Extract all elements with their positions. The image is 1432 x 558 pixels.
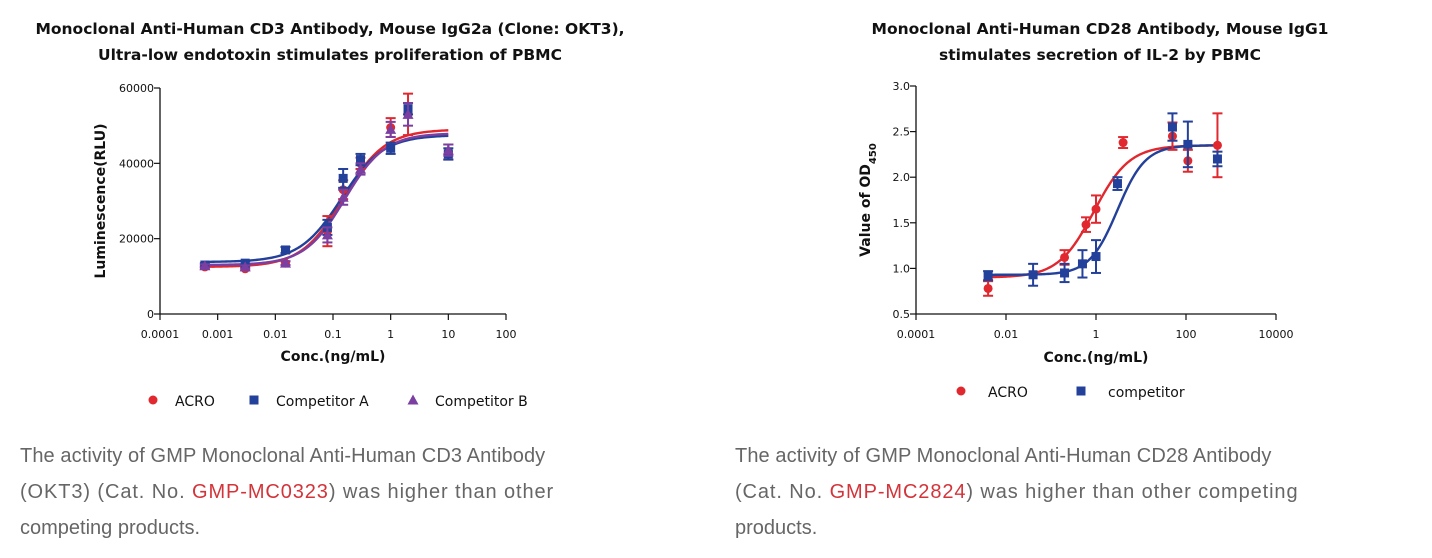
caption-cd3-line2a: (OKT3) (Cat. No. bbox=[20, 481, 192, 503]
y-axis-title: Luminescence(RLU) bbox=[93, 124, 109, 279]
data-point-acro bbox=[1091, 204, 1101, 214]
y-tick-label: 1.5 bbox=[893, 217, 911, 230]
x-tick-label: 1 bbox=[387, 328, 394, 341]
data-point-competitor bbox=[1167, 122, 1177, 132]
caption-cd28: The activity of GMP Monoclonal Anti-Huma… bbox=[735, 438, 1395, 546]
chart-title-line: Monoclonal Anti-Human CD3 Antibody, Mous… bbox=[35, 20, 624, 38]
data-point-competitor-a bbox=[386, 143, 396, 153]
x-tick-label: 0.01 bbox=[994, 328, 1019, 341]
data-point-competitor-b bbox=[355, 163, 367, 174]
y-tick-label: 20000 bbox=[119, 233, 154, 246]
chart-panel-cd28: Monoclonal Anti-Human CD28 Antibody, Mou… bbox=[716, 0, 1432, 558]
x-tick-label: 100 bbox=[496, 328, 517, 341]
y-axis-title: Value of OD450 bbox=[858, 143, 879, 257]
data-point-acro bbox=[1118, 138, 1128, 148]
x-tick-label: 0.0001 bbox=[897, 328, 936, 341]
legend-label-competitor-a: Competitor A bbox=[276, 394, 369, 410]
data-point-competitor bbox=[1183, 139, 1193, 149]
data-point-acro bbox=[983, 283, 993, 293]
legend-label-acro: ACRO bbox=[988, 385, 1028, 401]
data-point-competitor bbox=[1060, 268, 1070, 278]
legend-marker-acro bbox=[956, 386, 966, 396]
data-point-competitor-a bbox=[280, 245, 290, 255]
legend-marker-acro bbox=[148, 395, 158, 405]
data-point-competitor bbox=[1212, 154, 1222, 164]
data-point-competitor bbox=[983, 271, 993, 281]
legend-marker-competitor-a bbox=[249, 395, 259, 405]
fit-curve-competitor bbox=[988, 144, 1218, 276]
data-point-competitor-b bbox=[337, 191, 349, 202]
x-tick-label: 10 bbox=[441, 328, 455, 341]
caption-cd3-line2b: ) was higher than other bbox=[328, 481, 555, 503]
data-point-acro bbox=[1212, 140, 1222, 150]
y-tick-label: 0.5 bbox=[893, 308, 911, 321]
caption-cd28-line2b: ) was higher than other competing bbox=[966, 481, 1299, 503]
y-tick-label: 1.0 bbox=[893, 262, 911, 275]
y-tick-label: 2.0 bbox=[893, 171, 911, 184]
chart-cd3: Monoclonal Anti-Human CD3 Antibody, Mous… bbox=[35, 20, 624, 410]
data-point-competitor-a bbox=[356, 155, 366, 165]
data-point-competitor-b bbox=[402, 108, 414, 119]
data-point-competitor-b bbox=[442, 144, 454, 155]
legend-marker-competitor-b bbox=[407, 394, 419, 405]
x-axis-title: Conc.(ng/mL) bbox=[281, 349, 386, 365]
data-point-acro bbox=[1081, 220, 1091, 230]
data-point-competitor bbox=[1077, 259, 1087, 269]
data-point-competitor bbox=[1091, 252, 1101, 262]
catalog-link-gmp-mc2824[interactable]: GMP-MC2824 bbox=[829, 481, 967, 503]
x-tick-label: 1 bbox=[1093, 328, 1100, 341]
y-axis-title-subscript: 450 bbox=[868, 143, 879, 164]
caption-cd28-line3: products. bbox=[735, 517, 818, 539]
data-point-competitor bbox=[1112, 179, 1122, 189]
y-tick-label: 3.0 bbox=[893, 80, 911, 93]
y-tick-label: 2.5 bbox=[893, 126, 911, 139]
y-tick-label: 40000 bbox=[119, 157, 154, 170]
data-point-competitor-a bbox=[338, 173, 348, 183]
legend-label-competitor-b: Competitor B bbox=[435, 394, 528, 410]
data-point-competitor-b bbox=[321, 229, 333, 240]
caption-cd3: The activity of GMP Monoclonal Anti-Huma… bbox=[20, 438, 670, 546]
fit-curve-acro bbox=[988, 144, 1218, 279]
x-tick-label: 0.0001 bbox=[141, 328, 180, 341]
chart-cd28: Monoclonal Anti-Human CD28 Antibody, Mou… bbox=[858, 20, 1329, 401]
legend-label-competitor: competitor bbox=[1108, 385, 1185, 401]
chart-panel-cd3: Monoclonal Anti-Human CD3 Antibody, Mous… bbox=[20, 20, 670, 546]
legend-label-acro: ACRO bbox=[175, 394, 215, 410]
x-tick-label: 0.1 bbox=[324, 328, 342, 341]
legend-marker-competitor bbox=[1076, 386, 1086, 396]
data-point-competitor bbox=[1028, 270, 1038, 280]
x-tick-label: 10000 bbox=[1259, 328, 1294, 341]
chart-title-line: stimulates secretion of IL-2 by PBMC bbox=[939, 46, 1261, 64]
data-point-competitor-b bbox=[279, 257, 291, 268]
chart-title-line: Monoclonal Anti-Human CD28 Antibody, Mou… bbox=[872, 20, 1329, 38]
y-tick-label: 60000 bbox=[119, 82, 154, 95]
caption-cd28-line2a: (Cat. No. bbox=[735, 481, 830, 503]
x-axis-title: Conc.(ng/mL) bbox=[1044, 350, 1149, 366]
chart-title-line: Ultra-low endotoxin stimulates prolifera… bbox=[98, 46, 562, 64]
data-point-competitor-b bbox=[199, 260, 211, 271]
x-tick-label: 0.01 bbox=[263, 328, 288, 341]
data-point-acro bbox=[1060, 252, 1070, 262]
x-tick-label: 100 bbox=[1176, 328, 1197, 341]
caption-cd3-line3: competing products. bbox=[20, 517, 201, 539]
data-point-competitor-b bbox=[239, 261, 251, 272]
x-tick-label: 0.001 bbox=[202, 328, 234, 341]
caption-cd28-line1: The activity of GMP Monoclonal Anti-Huma… bbox=[735, 445, 1272, 467]
y-tick-label: 0 bbox=[147, 308, 154, 321]
caption-cd3-line1: The activity of GMP Monoclonal Anti-Huma… bbox=[20, 445, 546, 467]
catalog-link-gmp-mc0323[interactable]: GMP-MC0323 bbox=[192, 481, 329, 503]
data-point-competitor-b bbox=[385, 123, 397, 134]
